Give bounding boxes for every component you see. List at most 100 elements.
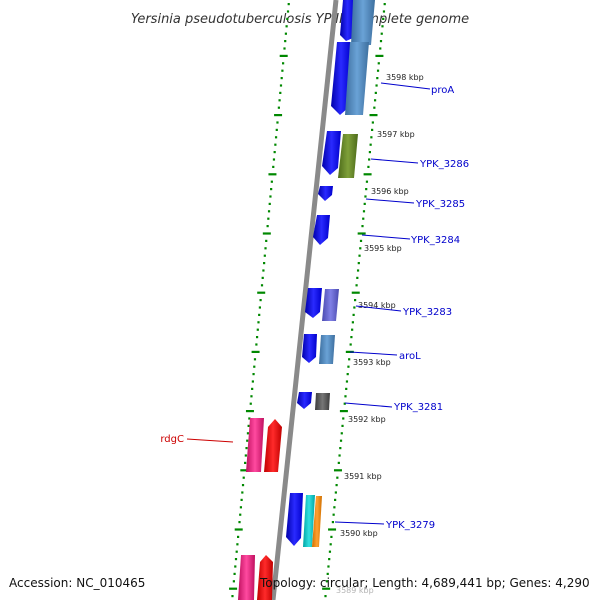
leader-line	[355, 305, 402, 312]
genome-backbone	[270, 0, 339, 600]
gc-dot	[358, 254, 361, 257]
tick-label: 3598 kbp	[386, 73, 424, 82]
gc-dot	[236, 543, 239, 546]
gc-dot	[268, 202, 271, 205]
gc-dot	[249, 402, 252, 405]
gc-dot	[279, 54, 288, 57]
gc-dot	[334, 498, 337, 501]
gc-dot	[278, 99, 281, 102]
gc-dot	[244, 454, 247, 457]
gc-dot	[371, 121, 374, 124]
gc-dot	[355, 284, 358, 287]
gc-dot	[241, 484, 245, 487]
gc-dot	[231, 595, 234, 598]
gc-dot	[368, 158, 371, 161]
gc-dot	[274, 114, 283, 117]
gc-dot	[253, 358, 257, 361]
gc-dot	[239, 513, 242, 516]
gene-feature	[297, 392, 312, 409]
gc-dot	[336, 476, 339, 479]
gc-dot	[274, 143, 277, 146]
gc-dot	[284, 32, 288, 35]
gene-label-ypk3281: YPK_3281	[393, 402, 443, 413]
gc-dot	[270, 180, 273, 183]
gc-dot	[255, 336, 259, 339]
gc-dot	[281, 62, 285, 65]
tick-label: 3592 kbp	[348, 415, 386, 424]
gc-dot	[255, 343, 258, 346]
gc-dot	[339, 447, 342, 450]
gc-dot	[376, 69, 380, 72]
gc-dot	[377, 62, 380, 65]
gene-feature	[319, 335, 335, 364]
gc-dot	[283, 47, 286, 50]
gc-dot	[260, 284, 264, 287]
gc-dot	[251, 350, 260, 353]
gc-dot	[340, 432, 343, 435]
reverse-genes	[238, 418, 282, 600]
gc-dot	[373, 106, 376, 109]
forward-genes	[286, 0, 375, 547]
gene-feature	[264, 419, 282, 472]
gc-dot	[257, 321, 260, 324]
gc-dot	[347, 365, 350, 368]
gc-dot	[234, 528, 243, 531]
gc-dot	[246, 439, 249, 442]
gc-dot	[383, 3, 386, 6]
gc-dot	[251, 380, 254, 383]
gc-dot	[240, 469, 249, 472]
gc-dot	[269, 195, 272, 198]
gc-dot	[334, 491, 337, 494]
gc-dot	[270, 188, 273, 191]
gc-dot	[343, 402, 346, 405]
gc-dot	[244, 461, 247, 464]
gc-dot	[263, 262, 266, 265]
gc-dot	[258, 313, 261, 316]
gc-dot	[341, 424, 344, 427]
gc-dot	[286, 17, 289, 20]
gene-feature	[351, 0, 375, 45]
gc-dot	[275, 128, 278, 131]
gene-label-ypk3284: YPK_3284	[410, 235, 460, 246]
gc-dot	[267, 210, 271, 213]
gene-feature	[340, 0, 355, 41]
gc-dot	[281, 69, 284, 72]
gc-dot	[327, 565, 330, 568]
gc-dot	[246, 432, 250, 435]
gc-dot	[351, 291, 360, 294]
tick-label: 3594 kbp	[358, 301, 396, 310]
gc-dot	[239, 506, 243, 509]
gene-label-ypk3279: YPK_3279	[385, 520, 435, 531]
tick-label: 3589 kbp	[336, 586, 374, 595]
gene-feature	[338, 134, 358, 178]
right-gc-track	[322, 3, 386, 598]
tick-label: 3597 kbp	[377, 130, 415, 139]
gc-dot	[285, 25, 288, 28]
leader-line	[380, 82, 431, 90]
gene-feature	[315, 393, 330, 410]
gc-dot	[365, 188, 368, 191]
accession-text: Accession: NC_010465	[9, 576, 145, 590]
gc-dot	[339, 439, 343, 442]
gene-feature	[331, 42, 351, 115]
leader-line	[334, 521, 385, 525]
gc-dot	[333, 506, 336, 509]
gc-dot	[324, 595, 327, 598]
leader-line	[349, 351, 398, 356]
gc-dot	[241, 491, 244, 494]
gc-dot	[356, 269, 360, 272]
gc-dot	[322, 587, 331, 590]
gc-dot	[357, 232, 366, 235]
gc-dot	[359, 247, 362, 250]
gc-dot	[365, 180, 369, 183]
gc-dot	[280, 77, 283, 80]
gene-feature	[322, 131, 341, 175]
gc-dot	[371, 128, 374, 131]
gc-dot	[345, 350, 354, 353]
gc-dot	[262, 269, 265, 272]
gc-dot	[257, 291, 266, 294]
gene-feature	[286, 493, 303, 546]
gc-dot	[330, 535, 333, 538]
tick-label: 3590 kbp	[340, 529, 378, 538]
